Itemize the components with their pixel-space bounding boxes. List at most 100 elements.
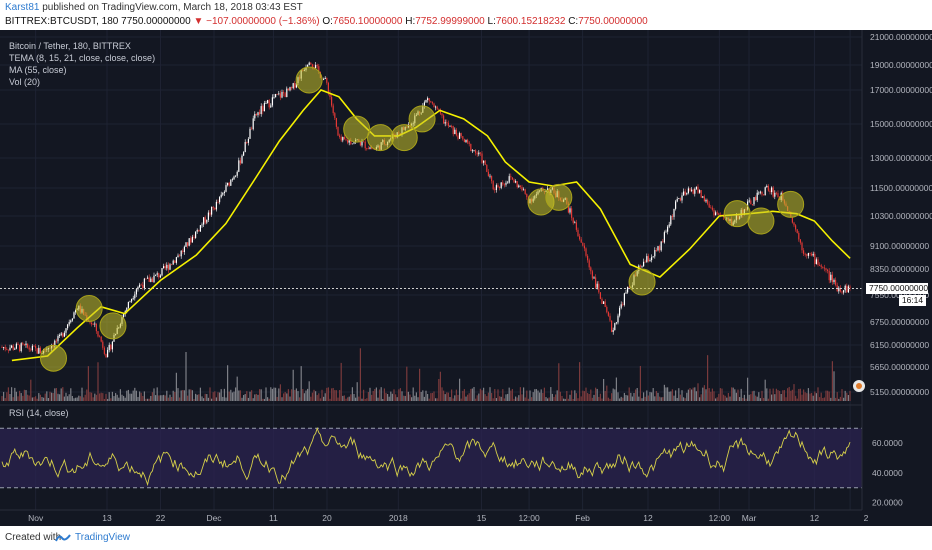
legend-ma[interactable]: MA (55, close) <box>9 65 67 75</box>
volume-bar <box>204 393 206 401</box>
volume-bar <box>644 396 646 401</box>
tradingview-brand[interactable]: TradingView <box>75 532 131 543</box>
candle-body <box>582 242 584 246</box>
legend-tema[interactable]: TEMA (8, 15, 21, close, close, close) <box>9 53 156 63</box>
volume-bar <box>671 389 673 401</box>
volume-bar <box>772 388 774 401</box>
candle-body <box>159 275 161 278</box>
volume-bar <box>571 390 573 401</box>
candle-body <box>703 196 705 202</box>
volume-bar <box>158 395 160 401</box>
volume-bar <box>449 397 451 401</box>
volume-bar <box>103 398 105 401</box>
volume-bar <box>151 392 153 401</box>
chart-area[interactable]: 21000.00000000 19000.00000000 17000.000000… <box>0 30 932 526</box>
candle-body <box>139 284 141 287</box>
volume-bar <box>316 395 318 401</box>
candle-body <box>223 191 225 193</box>
candle-body <box>654 250 656 257</box>
volume-bar <box>535 389 537 401</box>
volume-bar <box>523 387 525 401</box>
candle-body <box>620 304 622 308</box>
candle-body <box>193 236 195 238</box>
volume-bar <box>327 387 329 401</box>
time-tick-label: 12 <box>810 513 820 523</box>
candle-body <box>439 109 441 114</box>
candle-body <box>681 195 683 201</box>
volume-bar <box>124 397 126 401</box>
volume-bar <box>247 397 249 401</box>
volume-bar <box>844 390 846 401</box>
volume-bar <box>447 392 449 401</box>
candle-body <box>668 224 670 227</box>
volume-bar <box>606 385 608 401</box>
volume-bar <box>403 395 405 401</box>
candle-body <box>641 266 643 268</box>
volume-bar <box>495 398 497 401</box>
candle-body <box>607 312 609 316</box>
candle-body <box>651 257 653 261</box>
volume-bar <box>345 398 347 401</box>
volume-bar <box>161 395 163 401</box>
candle-body <box>547 188 549 192</box>
candle-body <box>105 353 107 358</box>
volume-bar <box>145 398 147 401</box>
volume-bar <box>111 391 113 401</box>
volume-bar <box>527 398 529 401</box>
candle-body <box>518 185 520 188</box>
volume-bar <box>639 365 641 401</box>
volume-bar <box>382 398 384 401</box>
volume-bar <box>475 398 477 401</box>
author-link[interactable]: Karst81 <box>5 2 40 13</box>
flag-icon-dot <box>856 383 862 389</box>
volume-bar <box>467 394 469 401</box>
volume-bar <box>687 389 689 401</box>
volume-bar <box>479 388 481 401</box>
volume-bar <box>420 391 422 401</box>
volume-bar <box>283 393 285 401</box>
rsi-legend[interactable]: RSI (14, close) <box>9 408 69 418</box>
candle-body <box>169 264 171 270</box>
candle-body <box>471 150 473 152</box>
candle-body <box>310 62 312 65</box>
candle-body <box>615 322 617 324</box>
price-chart-svg[interactable]: 21000.00000000 19000.00000000 17000.000000… <box>0 30 932 526</box>
candle-body <box>579 236 581 240</box>
volume-bar <box>443 390 445 401</box>
volume-bar <box>255 393 257 401</box>
candle-body <box>809 253 811 254</box>
volume-bar <box>177 388 179 401</box>
volume-bar <box>692 387 694 401</box>
volume-bar <box>263 398 265 401</box>
time-axis: Nov 13 22 Dec 11 20 2018 15 12:00 Feb 12 12:00 Mar 12… <box>0 509 932 526</box>
candle-body <box>713 209 715 216</box>
volume-bar <box>156 387 158 401</box>
candle-body <box>639 265 641 267</box>
volume-bar <box>163 394 165 401</box>
volume-bar <box>278 388 280 401</box>
volume-bar <box>150 395 152 401</box>
candle-body <box>766 185 768 188</box>
candle-body <box>803 250 805 254</box>
candle-body <box>505 182 507 185</box>
candle-body <box>431 102 433 104</box>
volume-bar <box>703 385 705 401</box>
volume-bar <box>444 394 446 401</box>
volume-bar <box>25 390 27 401</box>
candle-body <box>364 141 366 149</box>
volume-bar <box>239 390 241 401</box>
volume-bar <box>126 390 128 401</box>
volume-bar <box>628 387 630 401</box>
candle-body <box>17 343 19 345</box>
volume-bar <box>268 398 270 401</box>
price-axis-bg <box>862 30 932 526</box>
volume-bar <box>804 392 806 401</box>
volume-bar <box>599 393 601 401</box>
volume-bar <box>374 388 376 401</box>
candle-body <box>436 106 438 110</box>
candle-body <box>689 188 691 191</box>
legend-vol[interactable]: Vol (20) <box>9 77 41 87</box>
volume-bar <box>15 391 17 401</box>
volume-bar <box>537 390 539 401</box>
volume-bar <box>684 398 686 401</box>
